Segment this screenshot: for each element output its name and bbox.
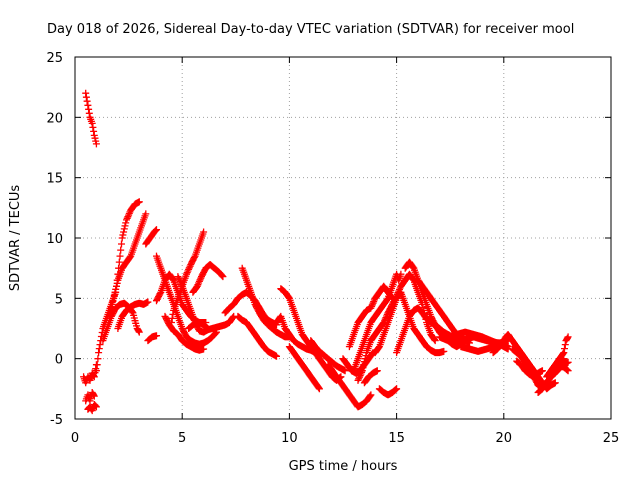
x-tick-label: 5	[178, 431, 186, 446]
series-track-8	[114, 298, 152, 332]
series-track-30	[371, 288, 448, 357]
x-tick-label: 15	[388, 431, 405, 446]
data-point-markers	[375, 385, 401, 399]
y-tick-label: 20	[46, 111, 63, 126]
data-marks	[80, 89, 572, 415]
series-track-28	[345, 282, 396, 351]
series-track-9	[144, 332, 160, 345]
data-point-markers	[82, 389, 98, 405]
data-point-markers	[189, 261, 227, 296]
data-point-markers	[114, 298, 152, 332]
series-track-42	[543, 333, 572, 381]
series-track-13	[161, 312, 208, 354]
series-track-10	[142, 226, 160, 248]
data-point-markers	[105, 210, 150, 320]
data-point-markers	[345, 282, 396, 351]
grid	[75, 57, 611, 419]
y-tick-label: 0	[55, 353, 63, 368]
data-point-markers	[551, 362, 572, 375]
x-tick-label: 25	[603, 431, 620, 446]
data-point-markers	[543, 333, 572, 381]
series-track-25	[324, 361, 375, 411]
series-track-41	[513, 357, 546, 381]
data-point-markers	[153, 252, 220, 348]
series-track-4	[84, 401, 100, 415]
y-tick-label: 10	[46, 232, 63, 247]
data-point-markers	[142, 226, 160, 248]
series-track-44	[551, 362, 572, 375]
data-point-markers	[371, 288, 448, 357]
y-tick-label: 5	[55, 292, 63, 307]
data-point-markers	[99, 299, 143, 345]
series-track-22	[273, 312, 319, 357]
data-point-markers	[84, 401, 100, 415]
x-tick-label: 0	[71, 431, 79, 446]
series-track-27	[350, 270, 405, 375]
data-point-markers	[238, 264, 293, 341]
data-point-markers	[185, 319, 210, 332]
series-track-7	[105, 210, 150, 320]
series-track-16	[189, 261, 227, 296]
series-track-31	[375, 385, 401, 399]
series-track-2	[80, 361, 100, 387]
data-point-markers	[273, 312, 319, 357]
data-point-markers	[360, 367, 381, 387]
data-point-markers	[234, 312, 280, 360]
series-track-24	[307, 337, 349, 375]
chart-title: Day 018 of 2026, Sidereal Day-to-day VTE…	[47, 22, 574, 37]
data-point-markers	[161, 312, 208, 354]
y-tick-label: -5	[50, 413, 63, 428]
series-track-1	[82, 89, 100, 148]
y-axis-label: SDTVAR / TECUs	[8, 185, 23, 292]
series-track-6	[99, 299, 143, 345]
series-track-23	[285, 343, 323, 393]
series-track-32	[360, 367, 381, 387]
x-tick-label: 20	[496, 431, 513, 446]
y-tick-label: 25	[46, 51, 63, 66]
series-track-17	[185, 319, 210, 332]
data-point-markers	[350, 270, 405, 375]
series-track-20	[234, 312, 280, 360]
data-point-markers	[393, 304, 456, 357]
data-point-markers	[307, 337, 349, 375]
data-point-markers	[324, 361, 375, 411]
y-tick-label: 15	[46, 172, 63, 187]
axis-ticks: 0 5 10 15 20 25 -5 0 5 10 15 20 25	[46, 51, 619, 446]
x-tick-label: 10	[281, 431, 298, 446]
data-point-markers	[285, 343, 323, 393]
series-track-3	[82, 389, 98, 405]
data-point-markers	[82, 89, 100, 148]
data-point-markers	[80, 361, 100, 387]
series-track-19	[238, 264, 293, 341]
data-point-markers	[144, 332, 160, 345]
x-axis-label: GPS time / hours	[289, 459, 398, 474]
series-track-33	[393, 304, 456, 357]
data-point-markers	[513, 357, 546, 381]
series-track-11	[153, 252, 220, 348]
